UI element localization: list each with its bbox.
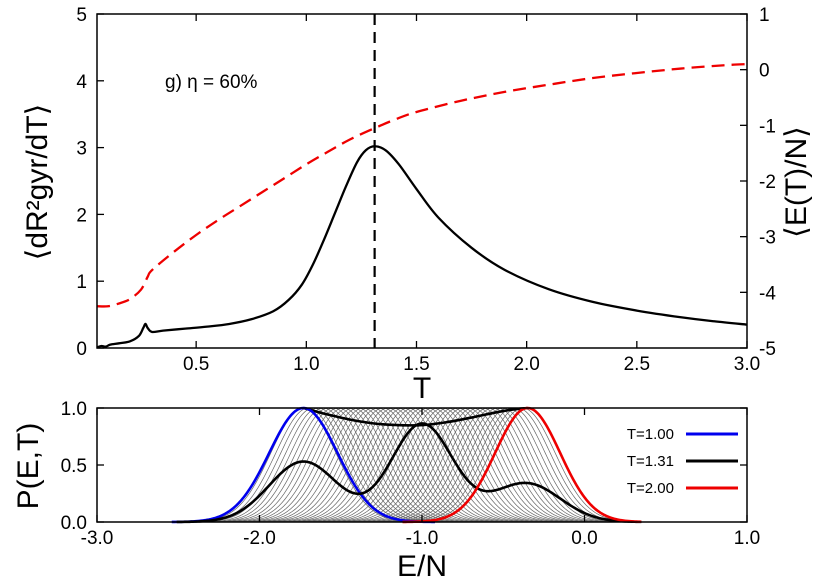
top-plot-area	[96, 14, 748, 349]
rgyr-derivative-line	[96, 145, 748, 349]
top-y-tick-label-left: 4	[76, 72, 87, 93]
top-y-tick-label-left: 2	[76, 205, 87, 226]
bottom-axis-ticks: -3.0 -2.0 -1.0 0.0 1.0 0.0 0.5 1.0	[61, 399, 761, 549]
energy-per-particle-line	[96, 62, 748, 308]
top-x-tick-label: 2.5	[624, 354, 650, 375]
distribution-family-curve	[316, 407, 569, 523]
top-y-tick-label-left: 5	[76, 5, 87, 26]
top-y-tick-label-right: -3	[759, 228, 776, 249]
top-y-tick-label-left: 0	[76, 339, 87, 360]
top-x-axis-title: T	[413, 372, 431, 405]
top-y-tick-label-left: 3	[76, 139, 87, 160]
bottom-x-tick-label: 0.0	[571, 528, 597, 549]
top-panel: 0.5 1.0 1.5 2.0 2.5 3.0 0 1 2 3 4 5 -5 -4 -3 -2 -1 0 1 T ⟨…	[21, 5, 813, 405]
legend-label: T=2.00	[627, 480, 674, 497]
bottom-plot-area	[171, 406, 642, 524]
top-x-tick-label: 0.5	[183, 354, 209, 375]
legend-label: T=1.00	[627, 426, 674, 443]
top-y-axis-title-right: ⟨E(T)/N⟩	[780, 126, 813, 238]
top-y-tick-label-right: -4	[759, 283, 776, 304]
highlighted-distribution	[402, 406, 642, 524]
top-x-tick-label: 1.0	[293, 354, 319, 375]
top-y-tick-label-left: 1	[76, 272, 87, 293]
bottom-y-tick-label: 1.0	[61, 399, 87, 420]
top-y-axis-title-left: ⟨dR²gyr/dT⟩	[21, 104, 54, 261]
top-y-tick-label-right: -2	[759, 172, 776, 193]
top-x-tick-label: 1.5	[403, 354, 429, 375]
top-plot-frame	[96, 13, 748, 349]
top-y-tick-label-right: -5	[759, 339, 776, 360]
bottom-x-tick-label: -3.0	[81, 528, 114, 549]
top-x-tick-label: 3.0	[734, 354, 760, 375]
top-y-tick-label-right: 0	[759, 61, 770, 82]
highlighted-distribution	[176, 422, 642, 524]
top-y-tick-label-right: -1	[759, 116, 776, 137]
top-axis-ticks: 0.5 1.0 1.5 2.0 2.5 3.0 0 1 2 3 4 5 -5 -4 -3 -2 -1 0 1	[76, 5, 776, 375]
distribution-family-curve	[402, 407, 642, 523]
bottom-x-tick-label: -1.0	[406, 528, 439, 549]
distribution-family-curve	[321, 407, 574, 523]
legend-label: T=1.31	[627, 453, 674, 470]
bottom-y-tick-label: 0.0	[61, 513, 87, 534]
legend: T=1.00 T=1.31 T=2.00	[627, 426, 738, 497]
panel-annotation: g) η = 60%	[165, 72, 258, 93]
bottom-x-axis-title: E/N	[397, 550, 447, 581]
bottom-panel: -3.0 -2.0 -1.0 0.0 1.0 0.0 0.5 1.0 E/N P(E,T) T…	[12, 399, 760, 581]
bottom-y-axis-title: P(E,T)	[12, 423, 45, 510]
distribution-family-curve	[327, 407, 579, 523]
bottom-y-tick-label: 0.5	[61, 456, 87, 477]
top-y-tick-label-right: 1	[759, 5, 770, 26]
top-x-tick-label: 2.0	[513, 354, 539, 375]
distribution-envelope	[303, 406, 528, 427]
bottom-x-tick-label: 1.0	[734, 528, 760, 549]
bottom-x-tick-label: -2.0	[243, 528, 276, 549]
